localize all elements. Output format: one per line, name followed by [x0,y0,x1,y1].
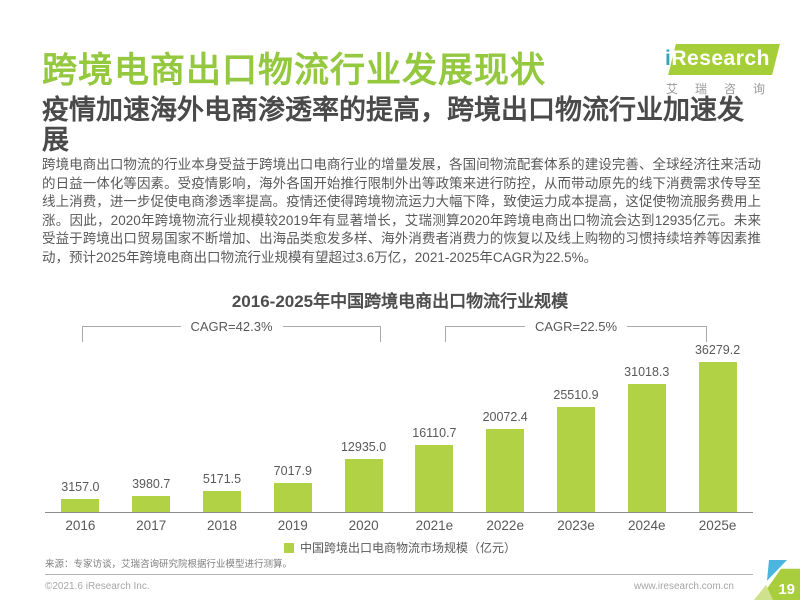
bar [202,490,241,512]
iresearch-logo: iResearch 艾瑞咨询 [662,44,780,97]
bar [273,483,312,512]
bar [61,498,100,512]
cagr-label-left: CAGR=42.3% [180,319,283,334]
bar-value-label: 12935.0 [340,439,387,454]
bar [556,406,595,512]
logo-i: i [665,47,672,70]
x-axis-labels: 2016 2017 2018 2019 2020 2021e 2022e 2023e 2024e… [45,518,753,533]
x-axis-label: 2018 [206,518,238,533]
bar-value-label: 25510.9 [553,387,599,402]
legend-label: 中国跨境出口电商物流市场规模（亿元） [299,541,516,555]
page-number: 19 [778,581,795,598]
bar-column: 16110.7 [399,426,470,512]
x-axis-label: 2019 [277,518,308,533]
bar-value-label: 3157.0 [61,479,100,494]
logo-chinese-name: 艾瑞咨询 [666,82,783,96]
bar-column: 3980.7 [116,476,187,512]
bar [627,383,666,512]
logo-wordmark: iResearch [665,47,770,71]
slide-subtitle: 疫情加速海外电商渗透率的提高，跨境出口物流行业加速发展 [42,95,744,155]
bar-value-label: 5171.5 [202,471,242,486]
x-axis-label: 2020 [348,518,379,533]
bar-value-label: 7017.9 [273,464,312,478]
bar-column: 36279.2 [682,343,753,512]
bar-column: 7017.9 [257,464,328,512]
bar-column: 31018.3 [611,365,682,512]
bar-column: 12935.0 [328,439,399,512]
logo-research: Research [671,47,770,70]
body-paragraph: 跨境电商出口物流的行业本身受益于跨境出口电商行业的增量发展，各国间物流配套体系的… [42,157,761,265]
bar-column: 25510.9 [541,387,612,512]
bar [344,458,383,512]
bar [415,445,454,512]
x-axis-label: 2017 [136,518,167,533]
iresearch-logo-mark: iResearch [662,44,780,75]
page-number-badge: 19 [750,560,800,600]
bar-plot: 3157.0 3980.7 5171.5 7017.9 12935.0 16110.7 20… [45,330,753,513]
x-axis-label: 2016 [65,518,96,533]
bar-column: 20072.4 [470,410,541,512]
x-axis-label: 2025e [698,518,737,533]
x-axis-label: 2023e [557,518,595,533]
legend-swatch [283,542,294,553]
bar [132,495,171,512]
cagr-bracket-right: CAGR=22.5% [445,319,707,342]
footer-website: www.iresearch.com.cn [633,581,734,592]
chart-title: 2016-2025年中国跨境电商出口物流行业规模 [231,292,569,311]
bar-column: 5171.5 [187,472,258,512]
source-note: 来源：专家访谈，艾瑞咨询研究院根据行业模型进行测算。 [45,559,293,570]
cagr-bracket-left: CAGR=42.3% [82,319,381,342]
bar-value-label: 16110.7 [412,426,457,441]
chart-legend: 中国跨境出口电商物流市场规模（亿元） [0,539,800,556]
footer-divider [45,574,753,575]
footer-copyright: ©2021.6 iResearch Inc. [45,581,150,592]
bar-value-label: 31018.3 [624,364,670,379]
bar-column: 3157.0 [45,480,116,512]
bar-value-label: 36279.2 [694,343,741,357]
x-axis-label: 2021e [415,518,454,533]
bar-value-label: 3980.7 [132,476,171,491]
bar [486,429,525,512]
x-axis-label: 2024e [628,518,666,533]
cagr-label-right: CAGR=22.5% [524,319,628,334]
x-axis-label: 2022e [486,518,524,533]
bar-value-label: 20072.4 [482,410,528,424]
page-title: 跨境电商出口物流行业发展现状 [42,51,547,90]
bar [698,362,737,512]
